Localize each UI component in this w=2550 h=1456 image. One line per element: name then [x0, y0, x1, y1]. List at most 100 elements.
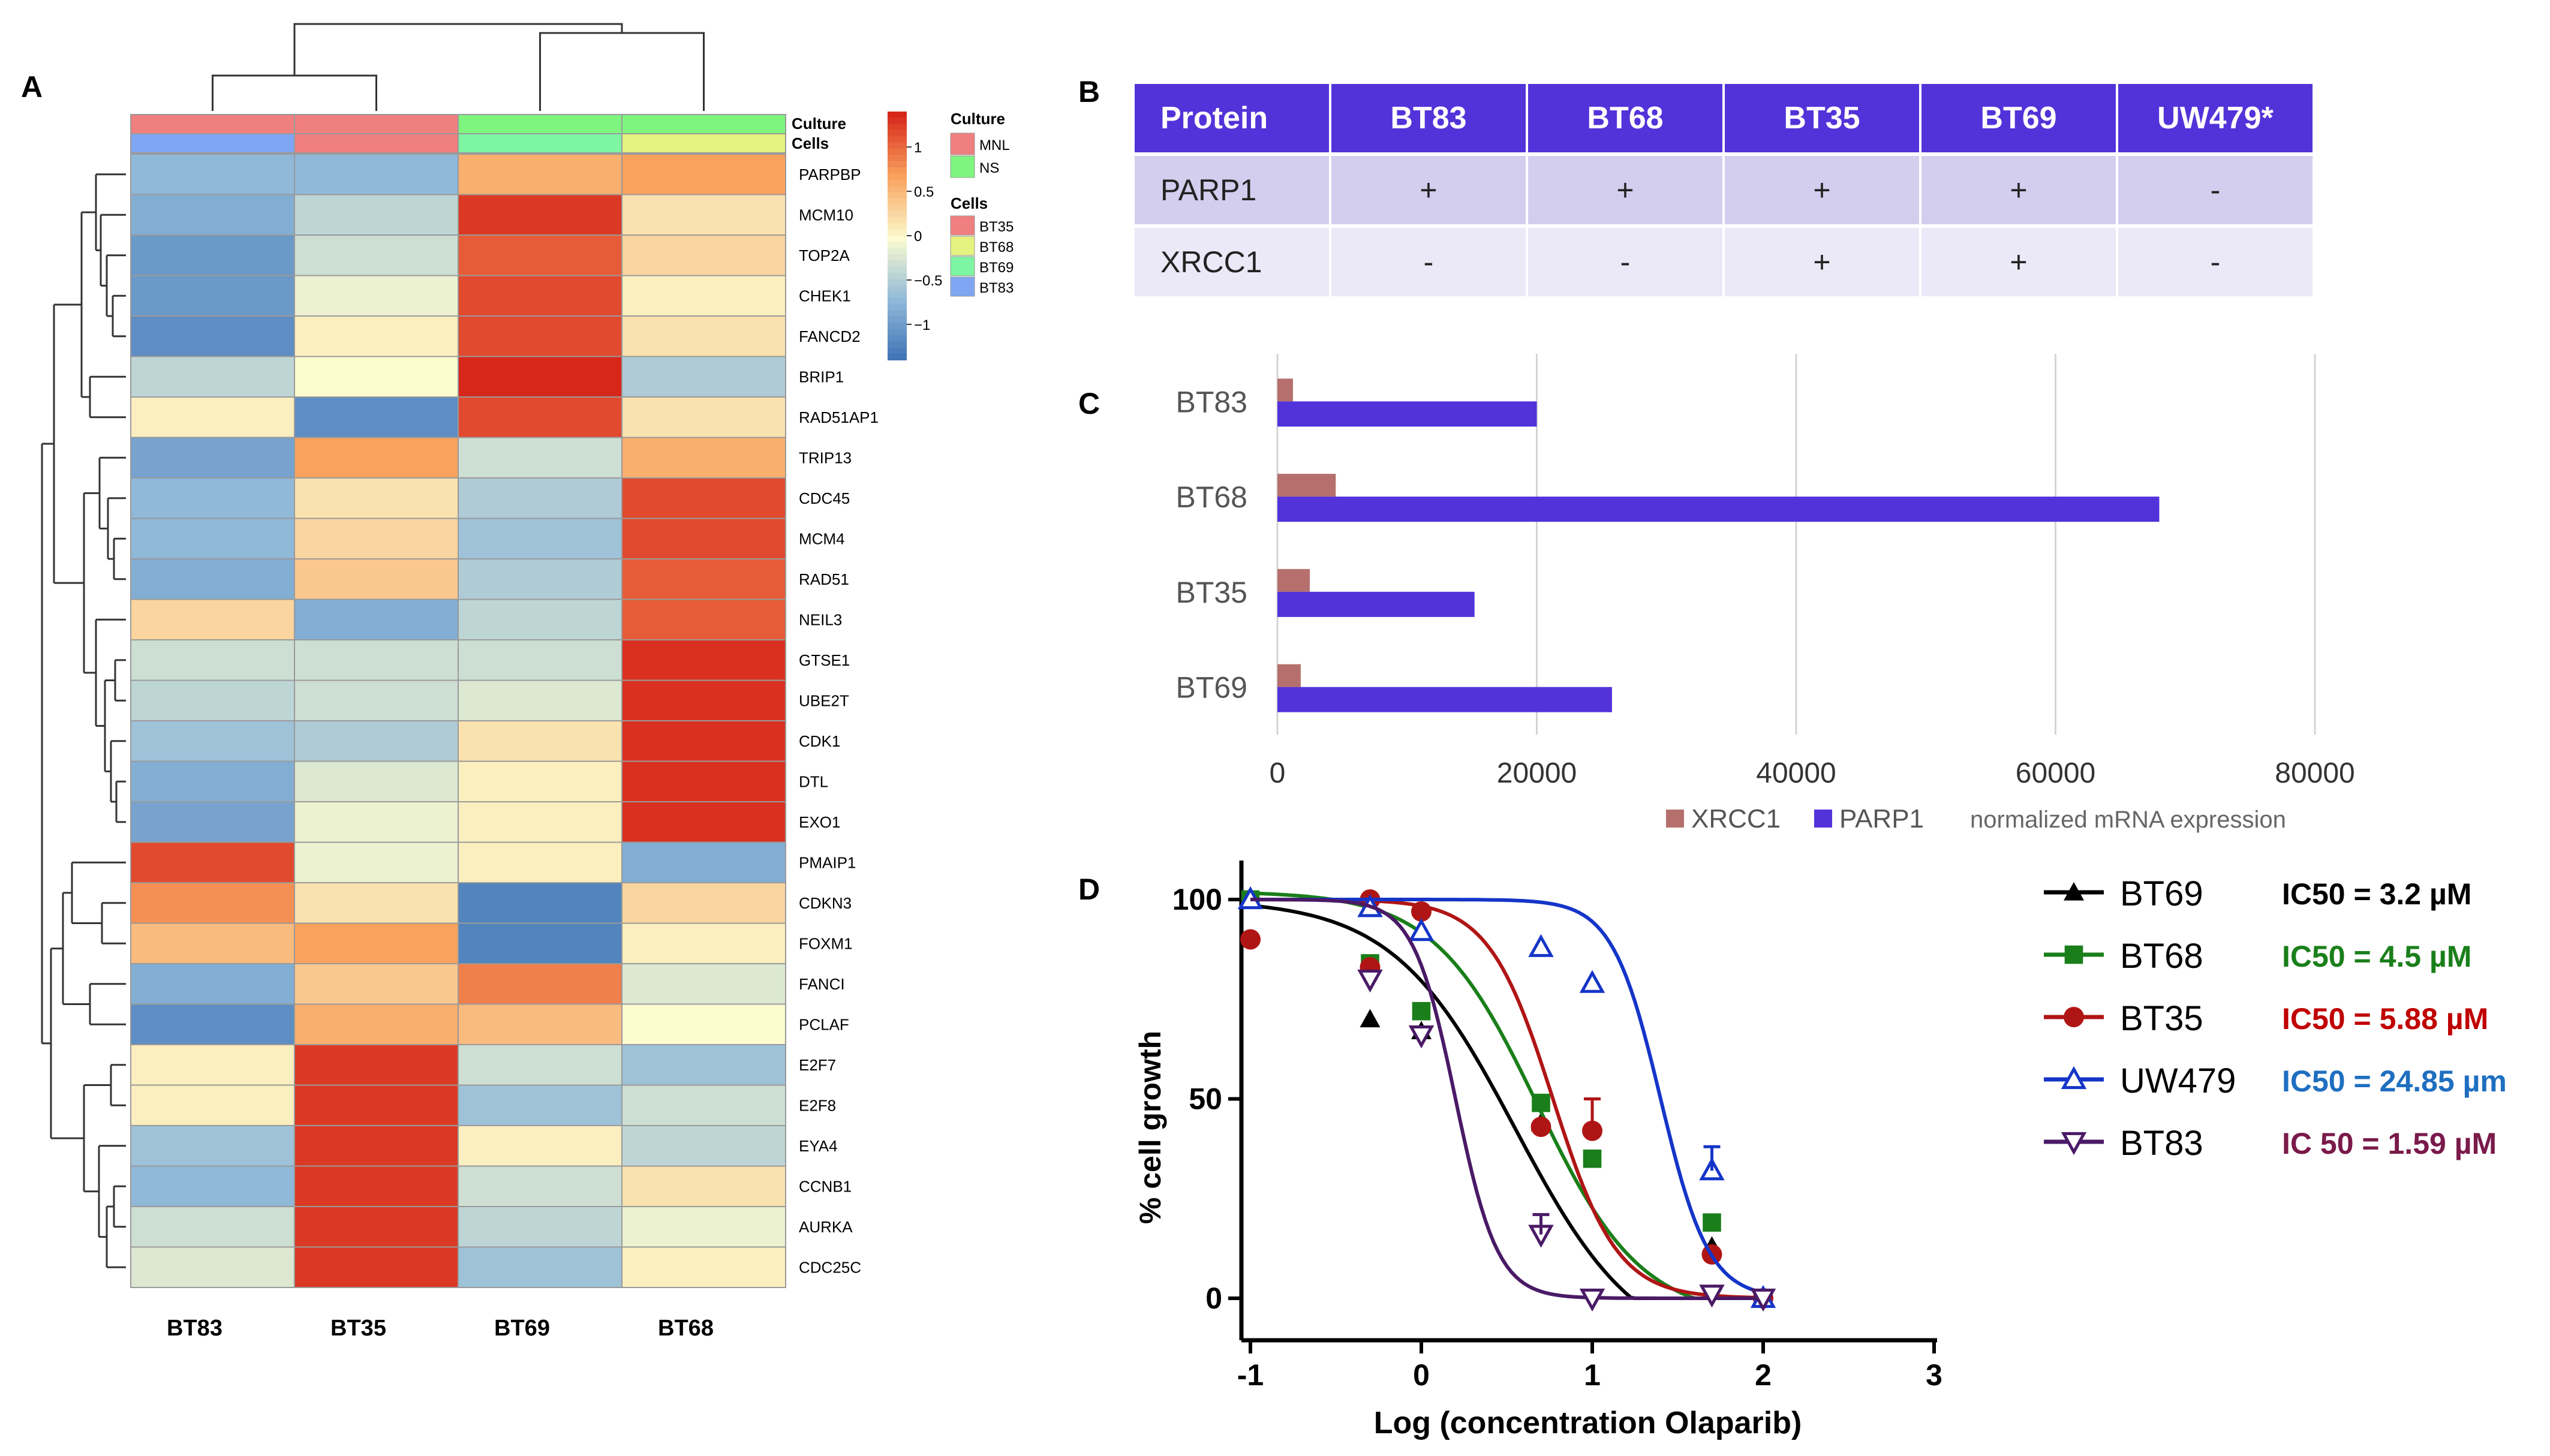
gene-label: PMAIP1 — [799, 853, 856, 871]
column-dendrogram — [212, 23, 705, 111]
legend-series-name: BT35 — [2120, 999, 2203, 1038]
heatmap-cell — [130, 558, 295, 600]
heatmap-cell — [458, 194, 623, 236]
legend-marker — [2061, 1066, 2087, 1090]
gene-label: NEIL3 — [799, 610, 842, 628]
color-scale-segment — [888, 155, 907, 162]
heatmap-cell — [130, 154, 295, 195]
gene-label: CCNB1 — [799, 1177, 852, 1195]
legend-swatch — [950, 133, 975, 155]
y-tick-label: 50 — [1189, 1082, 1222, 1116]
bar-category-label: BT83 — [1175, 385, 1247, 419]
heatmap-cell — [458, 558, 623, 600]
heatmap-column-labels: BT83 BT35 BT69 BT68 — [167, 1316, 714, 1341]
gene-label: BRIP1 — [799, 368, 844, 386]
culture-annotation-cell — [458, 114, 623, 134]
bar-x-tick-label: 20000 — [1497, 757, 1577, 789]
gene-label: DTL — [799, 772, 828, 790]
color-scale-segment — [888, 130, 907, 137]
heatmap-cell — [458, 963, 623, 1005]
heatmap-cell — [621, 1165, 786, 1207]
heatmap-cell — [130, 1165, 295, 1207]
color-scale-segment — [888, 297, 907, 305]
uw479-error-bar — [1703, 1145, 1721, 1171]
heatmap-cell — [294, 315, 459, 357]
bt83-data-point — [1750, 1288, 1776, 1312]
heatmap-row-labels: PARPBP MCM10 TOP2A CHEK1 FANCD2 BRIP1 RAD51AP1… — [799, 166, 879, 1277]
heatmap-cell — [130, 1084, 295, 1126]
heatmap-cell — [130, 1044, 295, 1086]
gene-label: UBE2T — [799, 691, 849, 709]
heatmap-cell — [294, 1246, 459, 1288]
table-cell — [1921, 228, 2116, 296]
legend-swatch — [950, 256, 975, 276]
gene-label: EXO1 — [799, 813, 840, 831]
gene-label: FOXM1 — [799, 934, 853, 952]
legend-ic50-label: IC50 = 3.2 µM — [2282, 877, 2471, 911]
table-cell-value: + — [1616, 173, 1634, 207]
heatmap-cell — [621, 801, 786, 843]
color-scale-tick-label: 0 — [914, 228, 922, 245]
heatmap-cell — [621, 518, 786, 559]
column-label: BT69 — [494, 1316, 550, 1341]
table-cell-value: - — [2211, 245, 2221, 279]
uw479-data-point — [1579, 970, 1605, 993]
cells-annotation-label: Cells — [792, 134, 829, 152]
legend-series-name: BT69 — [2120, 874, 2203, 913]
y-tick-label: 0 — [1205, 1281, 1222, 1315]
heatmap-cell — [458, 841, 623, 883]
mrna-bar-panel: C 0 20000 40000 60000 80000 BT83 BT68 BT35 BT69 X… — [1078, 354, 2355, 834]
legend-marker — [2064, 882, 2084, 901]
legend-xrcc1-swatch — [1666, 810, 1684, 828]
heatmap-cell — [458, 760, 623, 802]
heatmap-cell — [130, 356, 295, 398]
heatmap-cell — [130, 1125, 295, 1167]
heatmap-cell — [294, 1084, 459, 1126]
legend-ic50-label: IC50 = 4.5 µM — [2282, 940, 2471, 973]
heatmap-cell — [130, 922, 295, 964]
table-cell-value: - — [2211, 173, 2221, 207]
bt83-data-point — [1357, 969, 1383, 993]
gene-label: E2F8 — [799, 1096, 836, 1114]
bar-category-label: BT69 — [1175, 671, 1247, 705]
culture-annotation-cell — [621, 114, 786, 134]
heatmap-cell — [458, 1044, 623, 1086]
heatmap-cell — [458, 720, 623, 762]
xrcc1-bar — [1277, 568, 1310, 592]
heatmap-cell — [621, 154, 786, 195]
cells-annotation-cell — [130, 133, 295, 154]
color-scale-segment — [888, 198, 907, 206]
legend-culture-title: Culture — [951, 110, 1005, 128]
gene-label: MCM10 — [799, 206, 853, 224]
heatmap-cell — [621, 598, 786, 640]
gene-label: RAD51 — [799, 570, 849, 588]
color-scale-segment — [888, 322, 907, 330]
heatmap-cell — [130, 882, 295, 924]
heatmap-cell — [458, 396, 623, 438]
heatmap-cell — [130, 518, 295, 559]
heatmap-cell — [621, 1246, 786, 1288]
gene-label: TRIP13 — [799, 449, 852, 467]
gene-label: CDC25C — [799, 1258, 861, 1276]
heatmap-cell — [130, 315, 295, 357]
bt35-error-bar — [1584, 1097, 1601, 1131]
heatmap-cell — [130, 1206, 295, 1248]
legend-item-label: BT68 — [979, 239, 1014, 255]
table-cell — [2118, 156, 2313, 224]
gene-label: CDC45 — [799, 489, 850, 507]
gene-label: GTSE1 — [799, 651, 850, 669]
legend-item-label: MNL — [979, 137, 1010, 154]
heatmap-cell — [130, 1246, 295, 1288]
color-scale-segment — [888, 179, 907, 187]
bt83-data-point — [1408, 1025, 1435, 1049]
gene-label: PARPBP — [799, 166, 861, 183]
uw479-fit-curve — [1250, 898, 1764, 1295]
heatmap-cell — [621, 922, 786, 964]
color-scale-segment — [888, 112, 907, 119]
heatmap-cell — [458, 639, 623, 681]
gene-label: EYA4 — [799, 1137, 838, 1155]
heatmap-cell — [294, 437, 459, 479]
heatmap-cell — [621, 437, 786, 479]
heatmap-cell — [130, 396, 295, 438]
heatmap-cell — [621, 396, 786, 438]
